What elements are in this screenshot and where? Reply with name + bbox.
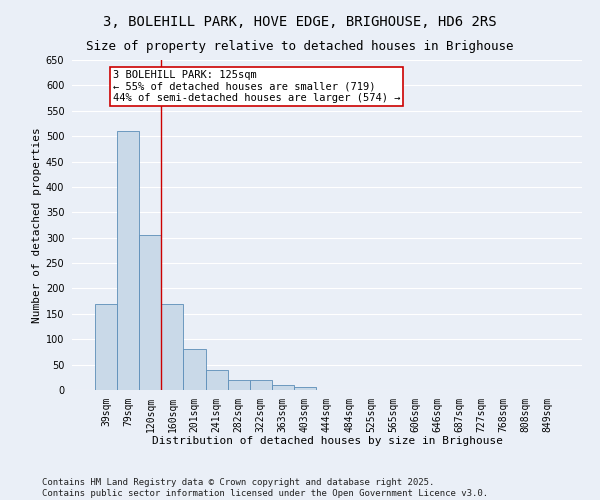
Bar <box>161 304 184 390</box>
Bar <box>184 350 206 390</box>
Bar <box>294 388 316 390</box>
Bar <box>139 235 161 390</box>
Text: 3 BOLEHILL PARK: 125sqm
← 55% of detached houses are smaller (719)
44% of semi-d: 3 BOLEHILL PARK: 125sqm ← 55% of detache… <box>113 70 400 103</box>
Bar <box>95 304 117 390</box>
Text: 3, BOLEHILL PARK, HOVE EDGE, BRIGHOUSE, HD6 2RS: 3, BOLEHILL PARK, HOVE EDGE, BRIGHOUSE, … <box>103 15 497 29</box>
Bar <box>206 370 227 390</box>
Text: Size of property relative to detached houses in Brighouse: Size of property relative to detached ho… <box>86 40 514 53</box>
X-axis label: Distribution of detached houses by size in Brighouse: Distribution of detached houses by size … <box>151 436 503 446</box>
Bar <box>227 380 250 390</box>
Bar <box>117 131 139 390</box>
Y-axis label: Number of detached properties: Number of detached properties <box>32 127 41 323</box>
Text: Contains HM Land Registry data © Crown copyright and database right 2025.
Contai: Contains HM Land Registry data © Crown c… <box>42 478 488 498</box>
Bar <box>250 380 272 390</box>
Bar <box>272 385 294 390</box>
